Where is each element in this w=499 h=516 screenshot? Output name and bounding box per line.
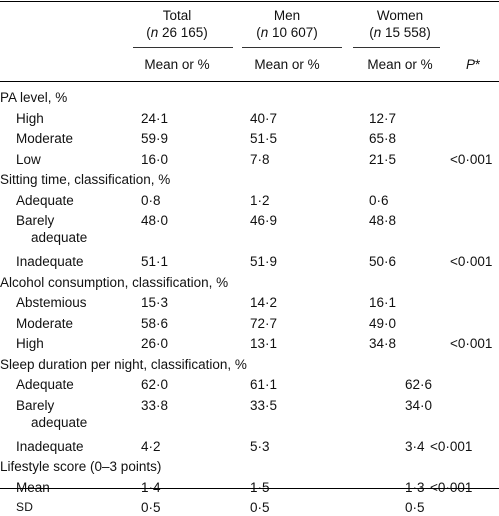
cell-p: <0·001 (430, 438, 473, 454)
cell-total: 51·1 (141, 254, 169, 269)
cell-women: 34·8 (369, 336, 397, 351)
cell-total: 0·5 (141, 500, 161, 515)
cell-total: 62·0 (141, 377, 169, 392)
cell-women: 16·1 (369, 295, 397, 310)
row-label: SD (16, 500, 34, 514)
cell-total: 26·0 (141, 336, 169, 351)
cell-men: 0·5 (250, 500, 270, 515)
cell-total: 59·9 (141, 131, 169, 146)
cell-total: 1·4 (141, 479, 161, 495)
header-men-label: Men (273, 8, 301, 23)
header-rule-men (242, 47, 342, 48)
header-women-label: Women (376, 8, 424, 23)
cell-total: 24·1 (141, 110, 169, 126)
cell-women: 0·6 (369, 192, 389, 208)
row-label: Moderate (16, 315, 74, 331)
cell-women: 0·5 (405, 500, 425, 515)
p-header-label: P (466, 57, 476, 72)
row-label: High (16, 336, 44, 351)
cell-women: 12·7 (369, 110, 397, 126)
header-women-n: n (373, 25, 382, 40)
p-header: P* (466, 56, 480, 73)
cell-total: 0·8 (141, 192, 161, 208)
section-label: Sitting time, classification, % (0, 172, 171, 187)
cell-men: 72·7 (250, 315, 278, 331)
header-men-n: n (260, 25, 269, 40)
cell-total: 58·6 (141, 315, 169, 331)
cell-women: 65·8 (369, 131, 397, 146)
header-men: Men (n 10 607) (256, 8, 318, 40)
row-label: Barely (16, 397, 55, 413)
header-total-label: Total (162, 8, 192, 23)
header-women: Women (n 15 558) (369, 8, 431, 40)
cell-women: 48·8 (369, 213, 397, 228)
row-label: Abstemious (16, 295, 87, 310)
cell-women: 3·4 (405, 438, 425, 454)
cell-women: 49·0 (369, 315, 397, 331)
header-rule-women (353, 47, 440, 48)
cell-women: 50·6 (369, 254, 397, 269)
subheader-women: Mean or % (367, 57, 433, 72)
row-label-cont: adequate (31, 414, 88, 430)
cell-total: 48·0 (141, 213, 169, 228)
cell-men: 51·5 (250, 131, 278, 146)
cell-men: 1·2 (250, 192, 270, 208)
row-label: Mean (16, 479, 50, 495)
cell-men: 14·2 (250, 295, 278, 310)
row-label: High (16, 110, 44, 126)
row-label: Inadequate (16, 438, 84, 454)
header-total-n: n (150, 25, 159, 40)
row-label: Adequate (16, 377, 74, 392)
cell-men: 40·7 (250, 110, 278, 126)
section-label: Alcohol consumption, classification, % (0, 274, 229, 290)
cell-men: 46·9 (250, 213, 278, 228)
row-label: Adequate (16, 192, 74, 208)
cell-p: <0·001 (450, 254, 493, 269)
cell-p: <0·001 (450, 151, 493, 167)
cell-p: <0·001 (450, 336, 493, 351)
cell-total: 4·2 (141, 438, 161, 454)
cell-men: 1·5 (250, 479, 270, 495)
cell-total: 15·3 (141, 295, 169, 310)
header-total-value: 26 165 (161, 25, 204, 40)
cell-women: 21·5 (369, 151, 397, 167)
subheader-total: Mean or % (144, 57, 210, 72)
cell-men: 61·1 (250, 377, 278, 392)
cell-men: 13·1 (250, 336, 278, 351)
section-label: PA level, % (0, 90, 68, 105)
cell-men: 33·5 (250, 397, 278, 413)
cell-men: 5·3 (250, 438, 270, 454)
header-total: Total (n 26 165) (146, 8, 208, 40)
top-rule (0, 1, 499, 2)
cell-women: 1·3 (405, 479, 425, 495)
bottom-rule (0, 488, 499, 489)
header-women-value: 15 558 (384, 25, 427, 40)
row-label: Inadequate (16, 254, 84, 269)
cell-total: 33·8 (141, 397, 169, 413)
cell-p: <0·001 (430, 479, 473, 495)
subheader-rule (0, 81, 499, 82)
subheader-men: Mean or % (254, 57, 320, 72)
cell-total: 16·0 (141, 151, 169, 167)
section-label: Lifestyle score (0–3 points) (0, 459, 162, 474)
header-rule-total (133, 47, 233, 48)
row-label: Moderate (16, 131, 74, 146)
p-header-star: * (475, 57, 481, 72)
row-label: Low (16, 151, 41, 167)
cell-men: 7·8 (250, 151, 270, 167)
row-label: Barely (16, 213, 55, 228)
header-men-value: 10 607 (271, 25, 314, 40)
cell-women: 62·6 (405, 377, 433, 392)
row-label-cont: adequate (31, 230, 88, 246)
cell-women: 34·0 (405, 397, 433, 413)
cell-men: 51·9 (250, 254, 278, 269)
section-label: Sleep duration per night, classification… (0, 356, 247, 372)
